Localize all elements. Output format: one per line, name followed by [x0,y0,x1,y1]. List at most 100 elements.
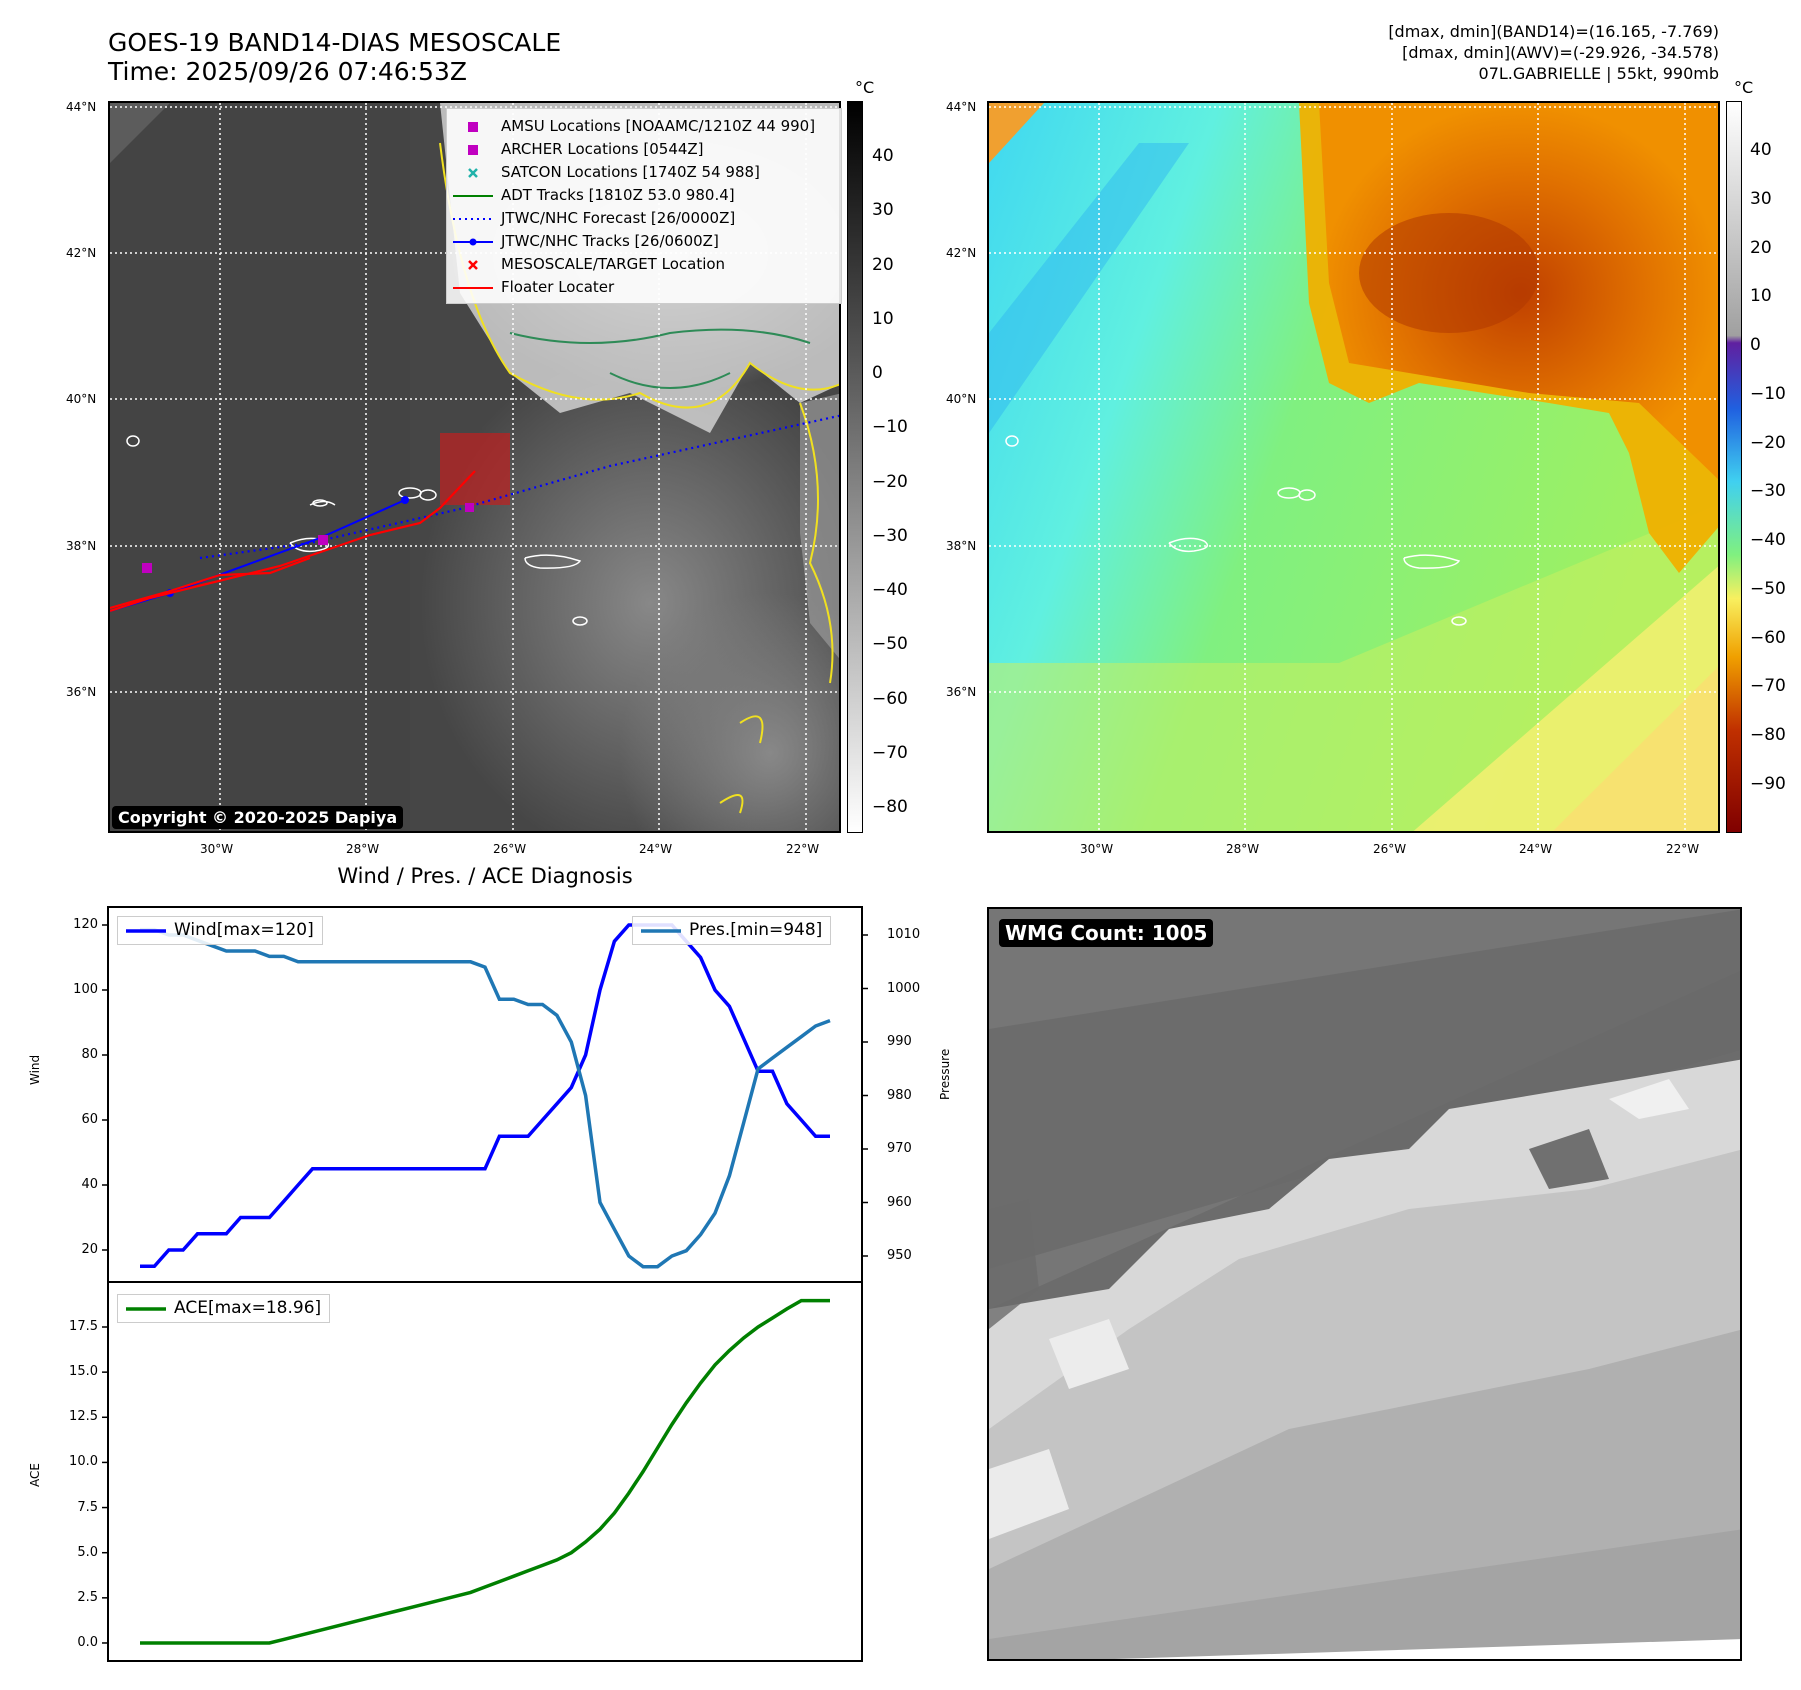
dmax-awv-info: [dmax, dmin](AWV)=(-29.926, -34.578) [1402,43,1719,62]
square-marker-icon [453,119,493,135]
figure-title: GOES-19 BAND14-DIAS MESOSCALE [108,28,562,57]
ace-axes [107,1281,863,1662]
colorbar-tick-label: 0 [872,363,883,383]
dmax-band14-info: [dmax, dmin](BAND14)=(16.165, -7.769) [1388,22,1719,41]
colorbar-tick-label: −50 [872,634,908,655]
dotted-line-icon [453,211,493,227]
wmg-panel: WMG Count: 1005 [987,907,1742,1661]
mesoscale-target-box [440,433,510,505]
legend-nhc-tracks: JTWC/NHC Tracks [26/0600Z] [453,230,833,253]
wind-pres-axes [107,906,863,1283]
pressure-legend: Pres.[min=948] [632,916,832,945]
figure-time: Time: 2025/09/26 07:46:53Z [108,57,467,86]
lon-label: 24°W [639,842,673,856]
colorbar-tick-label: −60 [1750,627,1786,648]
line-icon [126,923,166,939]
axis-tick-label: 970 [887,1141,912,1156]
line-icon [126,1301,166,1317]
lat-label: 44°N [946,100,977,114]
series-line [140,927,831,1269]
colorbar-tick-label: 0 [1750,335,1761,356]
colorbar-ir [847,101,863,833]
colorbar-tick-label: 20 [1750,237,1772,258]
lat-label: 38°N [66,539,97,553]
colorbar-tick-label: 10 [1750,286,1772,307]
colorbar-tick-label: 40 [1750,140,1772,160]
lon-label: 30°W [1080,842,1114,856]
ace-series [140,1298,830,1645]
wind-legend: Wind[max=120] [117,916,323,945]
axis-tick-label: 60 [81,1112,98,1127]
line-dot-icon [453,234,493,250]
legend-adt: ADT Tracks [1810Z 53.0 980.4] [453,184,833,207]
line-icon [641,923,681,939]
wmg-image [989,909,1740,1659]
square-marker-icon [453,142,493,158]
colorbar-unit: °C [855,78,875,97]
lat-label: 38°N [946,539,977,553]
colorbar-tick-label: −20 [1750,432,1786,453]
colorbar-tick-label: −80 [872,797,908,817]
colorbar-tick-label: −80 [1750,725,1786,746]
axis-tick-label: 990 [887,1034,912,1049]
lon-label: 22°W [786,842,820,856]
axis-tick-label: 950 [887,1248,912,1263]
diag-title: Wind / Pres. / ACE Diagnosis [337,864,633,888]
lat-label: 42°N [946,246,977,260]
colorbar-tick-label: −90 [1750,774,1786,794]
lon-label: 26°W [493,842,527,856]
colorbar-awv [1726,101,1742,833]
axis-tick-label: 10.0 [69,1454,98,1470]
colorbar-tick-label: −10 [872,417,908,438]
axis-tick-label: 15.0 [69,1364,98,1380]
axis-tick-label: 960 [887,1194,912,1210]
axis-tick-label: 20 [81,1242,98,1257]
legend-archer: ARCHER Locations [0544Z] [453,138,833,161]
copyright-badge: Copyright © 2020-2025 Dapiya [112,806,404,829]
lat-label: 44°N [66,100,97,114]
axis-tick-label: 80 [81,1047,98,1062]
lat-label: 42°N [66,246,97,260]
wmg-count-badge: WMG Count: 1005 [999,919,1214,947]
colorbar-tick-label: 20 [872,254,894,275]
wind-axis-label: Wind [28,1054,42,1085]
colorbar-tick-label: −60 [872,688,908,709]
lon-label: 30°W [200,842,234,856]
x-marker-icon [453,165,493,181]
axis-tick-label: 2.5 [77,1589,98,1605]
colorbar-tick-label: −20 [872,471,908,492]
awv-map [989,103,1718,831]
awv-map-panel [987,101,1720,833]
storm-info: 07L.GABRIELLE | 55kt, 990mb [1478,64,1719,83]
axis-tick-label: 7.5 [77,1499,98,1515]
axis-tick-label: 100 [73,982,98,997]
ace-axis-label: ACE [28,1463,42,1487]
legend-forecast: JTWC/NHC Forecast [26/0000Z] [453,207,833,230]
colorbar-tick-label: −70 [872,742,908,763]
lat-label: 36°N [946,685,977,699]
axis-tick-label: 40 [81,1177,98,1192]
axis-tick-label: 12.5 [69,1409,98,1425]
ace-legend: ACE[max=18.96] [117,1294,331,1323]
lon-label: 22°W [1666,842,1700,856]
axis-tick-label: 120 [73,917,98,932]
pressure-series [140,927,831,1269]
colorbar-tick-label: −70 [1750,676,1786,697]
line-icon [453,280,493,296]
colorbar-tick-label: −10 [1750,383,1786,404]
lon-label: 28°W [346,842,380,856]
line-icon [453,188,493,204]
colorbar-tick-label: 30 [1750,188,1772,209]
colorbar-tick-label: 40 [872,146,894,166]
legend-satcon: SATCON Locations [1740Z 54 988] [453,161,833,184]
lon-label: 24°W [1519,842,1553,856]
axis-tick-label: 980 [887,1087,912,1103]
lon-label: 28°W [1226,842,1260,856]
axis-tick-label: 1000 [887,980,921,996]
colorbar-tick-label: −30 [872,525,908,546]
pressure-axis-label: Pressure [938,1048,952,1100]
series-line [140,923,830,1269]
colorbar-tick-label: −30 [1750,481,1786,502]
legend-mesoscale: MESOSCALE/TARGET Location [453,253,833,276]
colorbar-tick-label: −50 [1750,578,1786,599]
